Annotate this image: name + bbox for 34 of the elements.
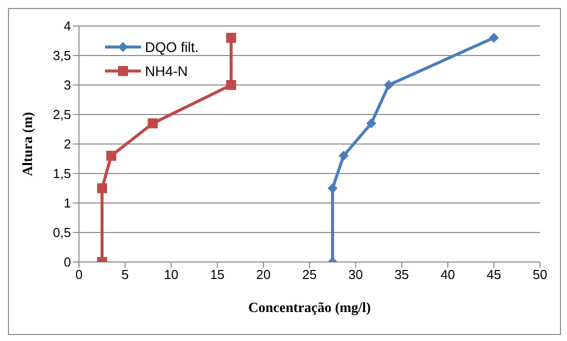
y-tick-label: 2 (64, 136, 71, 152)
x-axis-title: Concentração (mg/l) (248, 301, 372, 316)
y-tick-label: 2,5 (52, 107, 71, 122)
point (97, 183, 108, 194)
x-tick-label: 30 (348, 267, 363, 282)
point (384, 80, 394, 90)
x-tick-label: 20 (256, 267, 271, 282)
x-tick-label: 5 (121, 267, 129, 282)
point (226, 80, 236, 90)
y-tick-label: 0 (64, 254, 71, 270)
point (488, 32, 499, 43)
x-tick-label: 50 (532, 267, 548, 282)
y-tick-label: 1,5 (52, 166, 71, 182)
point (148, 118, 158, 128)
x-tick-label: 10 (164, 267, 178, 282)
legend-label: NH4-N (145, 63, 188, 79)
y-tick-label: 3,5 (52, 48, 71, 64)
y-tick-label: 1 (64, 196, 71, 211)
y-tick-label: 0,5 (52, 225, 71, 240)
x-tick-label: 25 (302, 267, 317, 282)
x-tick-label: 45 (486, 267, 502, 282)
point (226, 32, 236, 43)
x-tick-label: 35 (394, 267, 409, 282)
x-tick-label: 15 (210, 267, 225, 282)
point (328, 183, 338, 194)
point (106, 150, 116, 161)
point (338, 150, 349, 161)
y-tick-label: 4 (64, 18, 71, 34)
point (366, 118, 376, 128)
x-tick-label: 40 (440, 267, 456, 282)
legend-label: DQO filt. (145, 39, 199, 55)
x-tick-label: 0 (75, 267, 83, 282)
y-tick-label: 3 (64, 78, 71, 93)
y-axis-title: Altura (m) (20, 112, 36, 176)
